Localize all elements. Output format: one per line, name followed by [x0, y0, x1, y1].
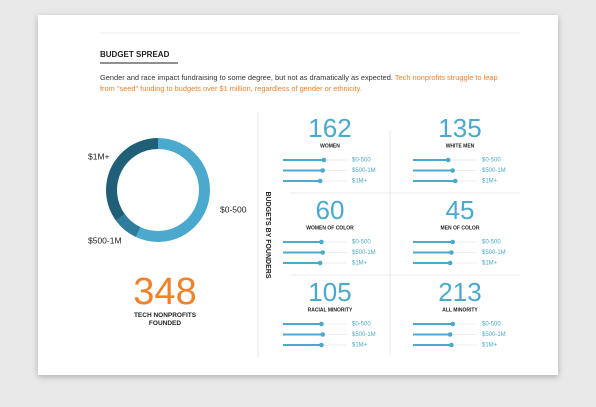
slider-dot [320, 168, 325, 173]
panel-count: 135 [438, 113, 481, 143]
panel-label: WOMEN OF COLOR [306, 225, 354, 231]
slider-dot [447, 332, 453, 337]
slider-label: $1M+ [352, 179, 368, 185]
slider-dot [450, 168, 455, 173]
card [38, 15, 558, 375]
slider-dot [447, 260, 453, 266]
donut-label: $1M+ [88, 151, 110, 161]
slider-label: $500-1M [352, 250, 376, 256]
slider-dot [320, 250, 325, 255]
donut-label: $0-500 [220, 204, 247, 214]
donut-label: $500-1M [88, 235, 122, 245]
panel-count: 45 [446, 195, 475, 225]
panel-count: 60 [316, 195, 345, 225]
slider-label: $500-1M [482, 168, 506, 174]
panel-label: WOMEN [320, 143, 340, 149]
slider-label: $1M+ [482, 179, 498, 185]
slider-label: $1M+ [352, 343, 368, 349]
slider-label: $1M+ [482, 261, 498, 267]
slider-dot [449, 342, 454, 348]
slider-dot [321, 157, 327, 163]
panel-count: 162 [308, 113, 351, 143]
slider-label: $0-500 [352, 322, 371, 328]
slider-dot [317, 178, 323, 184]
panel-count: 105 [308, 277, 351, 307]
slider-label: $0-500 [352, 240, 371, 246]
slider-dot [320, 332, 325, 337]
intro: Gender and race impact fundraising to so… [100, 72, 500, 94]
side-label: BUDGETS BY FOUNDERS [264, 192, 271, 279]
slider-label: $0-500 [352, 158, 371, 164]
slider-label: $1M+ [352, 261, 368, 267]
slider-dot [319, 342, 324, 348]
slider-label: $1M+ [482, 343, 498, 349]
panel-label: ALL MINORITY [442, 307, 478, 313]
slider-dot [319, 321, 324, 327]
donut-segment [115, 214, 141, 238]
slider-label: $500-1M [352, 332, 376, 338]
slider-dot [319, 239, 324, 245]
title: BUDGET SPREAD [100, 50, 170, 59]
slider-dot [317, 260, 323, 266]
slider-label: $0-500 [482, 240, 501, 246]
slider-label: $500-1M [482, 332, 506, 338]
panel-label: WHITE MEN [446, 143, 475, 149]
slider-dot [449, 250, 454, 255]
intro-highlight: Tech nonprofits struggle to leap from "s… [100, 73, 498, 93]
slider-label: $0-500 [482, 158, 501, 164]
slider-dot [450, 239, 455, 245]
intro-text: Gender and race impact fundraising to so… [100, 73, 395, 82]
donut-segment [135, 138, 211, 242]
panel-count: 213 [438, 277, 481, 307]
slider-dot [452, 178, 458, 184]
panel-label: RACIAL MINORITY [308, 307, 353, 313]
donut-segment [106, 138, 158, 221]
slider-dot [445, 157, 451, 163]
total-value: 348 [133, 271, 196, 313]
slider-dot [450, 321, 455, 327]
total-label: TECH NONPROFITS FOUNDED [133, 312, 197, 327]
slider-label: $0-500 [482, 322, 501, 328]
slider-label: $500-1M [352, 168, 376, 174]
panel-label: MEN OF COLOR [441, 225, 480, 231]
slider-label: $500-1M [482, 250, 506, 256]
